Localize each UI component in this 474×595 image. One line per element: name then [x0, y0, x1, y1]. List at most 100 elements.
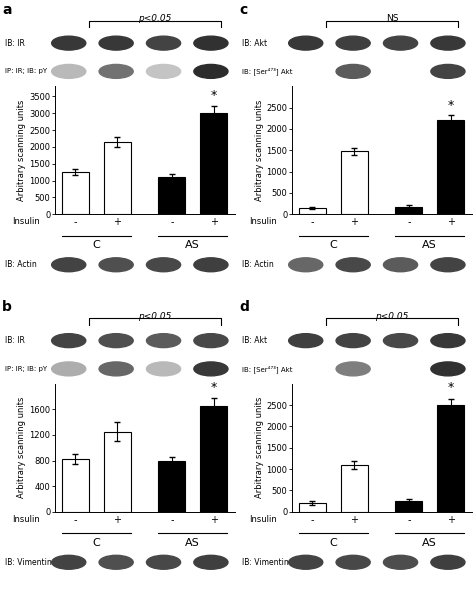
- Text: Insulin: Insulin: [12, 217, 40, 226]
- Ellipse shape: [336, 334, 370, 347]
- Text: +: +: [447, 515, 455, 525]
- Ellipse shape: [431, 362, 465, 376]
- Ellipse shape: [146, 258, 181, 272]
- Text: *: *: [447, 99, 454, 111]
- Text: AS: AS: [422, 538, 437, 548]
- Bar: [437, 120, 465, 214]
- Bar: [200, 113, 228, 214]
- Text: AS: AS: [422, 240, 437, 250]
- Text: -: -: [73, 515, 77, 525]
- Ellipse shape: [146, 555, 181, 569]
- Bar: [158, 177, 185, 214]
- Text: AS: AS: [185, 538, 200, 548]
- Text: AS: AS: [185, 240, 200, 250]
- Ellipse shape: [99, 334, 133, 347]
- Text: -: -: [310, 515, 314, 525]
- Text: +: +: [113, 217, 121, 227]
- Ellipse shape: [431, 64, 465, 79]
- Text: IB: Actin: IB: Actin: [242, 260, 273, 270]
- Text: +: +: [350, 515, 358, 525]
- Ellipse shape: [194, 555, 228, 569]
- Text: Insulin: Insulin: [249, 515, 277, 524]
- Text: IP: IR; IB: pY: IP: IR; IB: pY: [5, 68, 47, 74]
- Text: +: +: [210, 515, 218, 525]
- Ellipse shape: [289, 334, 323, 347]
- Text: -: -: [170, 217, 173, 227]
- Ellipse shape: [194, 362, 228, 376]
- Text: +: +: [210, 217, 218, 227]
- Ellipse shape: [52, 555, 86, 569]
- Text: IB: Akt: IB: Akt: [242, 336, 267, 345]
- Text: *: *: [210, 89, 217, 102]
- Ellipse shape: [52, 36, 86, 50]
- Text: d: d: [239, 300, 249, 315]
- Ellipse shape: [383, 334, 418, 347]
- Ellipse shape: [383, 258, 418, 272]
- Ellipse shape: [99, 36, 133, 50]
- Text: Insulin: Insulin: [249, 217, 277, 226]
- Ellipse shape: [146, 334, 181, 347]
- Bar: [395, 501, 422, 512]
- Ellipse shape: [431, 258, 465, 272]
- Text: C: C: [329, 538, 337, 548]
- Ellipse shape: [99, 64, 133, 79]
- Ellipse shape: [336, 258, 370, 272]
- Ellipse shape: [336, 36, 370, 50]
- Text: C: C: [329, 240, 337, 250]
- Bar: [395, 206, 422, 214]
- Ellipse shape: [194, 36, 228, 50]
- Text: +: +: [113, 515, 121, 525]
- Bar: [437, 405, 465, 512]
- Ellipse shape: [52, 334, 86, 347]
- Ellipse shape: [431, 36, 465, 50]
- Text: *: *: [210, 381, 217, 394]
- Bar: [341, 151, 368, 214]
- Bar: [299, 503, 326, 512]
- Text: -: -: [310, 217, 314, 227]
- Text: IP: IR; IB: pY: IP: IR; IB: pY: [5, 366, 47, 372]
- Ellipse shape: [289, 555, 323, 569]
- Text: Insulin: Insulin: [12, 515, 40, 524]
- Text: -: -: [407, 515, 410, 525]
- Ellipse shape: [146, 64, 181, 79]
- Ellipse shape: [52, 258, 86, 272]
- Ellipse shape: [431, 334, 465, 347]
- Text: IB: IR: IB: IR: [5, 39, 25, 48]
- Text: C: C: [92, 538, 100, 548]
- Ellipse shape: [194, 64, 228, 79]
- Text: p<0.05: p<0.05: [138, 14, 172, 23]
- Y-axis label: Arbitrary scanning units: Arbitrary scanning units: [255, 99, 264, 201]
- Y-axis label: Arbitrary scanning units: Arbitrary scanning units: [18, 397, 27, 499]
- Ellipse shape: [289, 258, 323, 272]
- Ellipse shape: [431, 555, 465, 569]
- Ellipse shape: [289, 36, 323, 50]
- Ellipse shape: [146, 36, 181, 50]
- Ellipse shape: [99, 555, 133, 569]
- Text: -: -: [170, 515, 173, 525]
- Text: IB: [Ser⁴⁷³] Akt: IB: [Ser⁴⁷³] Akt: [242, 67, 292, 76]
- Y-axis label: Arbitrary scanning units: Arbitrary scanning units: [18, 99, 27, 201]
- Bar: [200, 406, 228, 512]
- Text: a: a: [2, 3, 12, 17]
- Text: b: b: [2, 300, 12, 315]
- Text: c: c: [239, 3, 247, 17]
- Text: IB: Actin: IB: Actin: [5, 260, 36, 270]
- Text: IB: IR: IB: IR: [5, 336, 25, 345]
- Ellipse shape: [383, 555, 418, 569]
- Text: +: +: [350, 217, 358, 227]
- Ellipse shape: [336, 362, 370, 376]
- Bar: [341, 465, 368, 512]
- Text: *: *: [447, 381, 454, 394]
- Text: IB: Vimentin: IB: Vimentin: [242, 558, 289, 567]
- Ellipse shape: [52, 64, 86, 79]
- Ellipse shape: [336, 64, 370, 79]
- Text: p<0.05: p<0.05: [375, 312, 409, 321]
- Text: C: C: [92, 240, 100, 250]
- Ellipse shape: [99, 258, 133, 272]
- Bar: [104, 142, 131, 214]
- Bar: [299, 208, 326, 214]
- Bar: [62, 459, 89, 512]
- Bar: [158, 461, 185, 512]
- Text: +: +: [447, 217, 455, 227]
- Bar: [62, 172, 89, 214]
